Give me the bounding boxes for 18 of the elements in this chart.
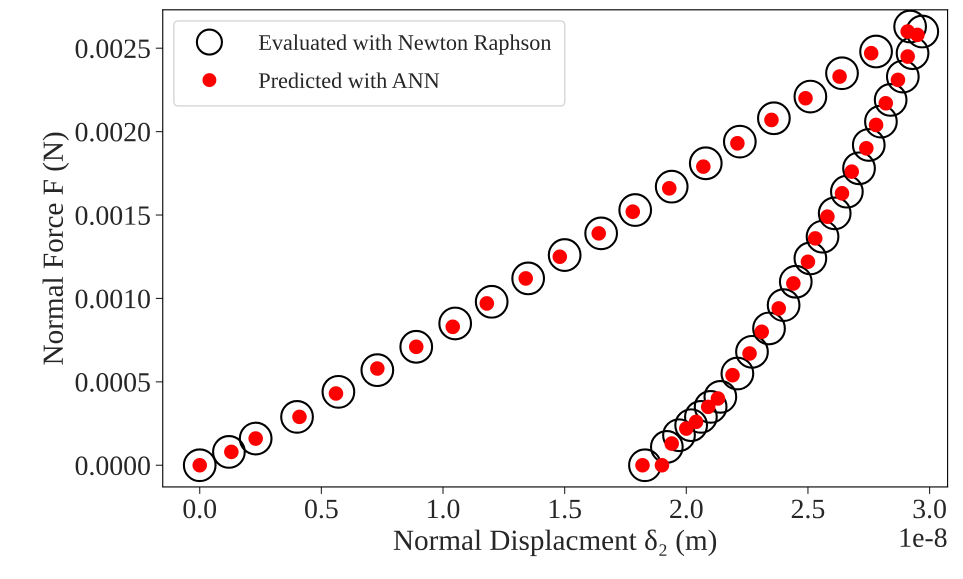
x-tick-label: 0.5 [305,500,338,518]
y-tick-label: 0.0010 [76,290,150,308]
text: 1e-8 [900,528,947,548]
x-tick-label: 1.0 [428,500,460,518]
legend-label: Predicted with ANN [258,72,440,88]
y-tick-label: 0.0025 [76,39,150,58]
x-tick-label: 2.0 [670,500,703,518]
x-tick-label: 0.0 [183,500,216,518]
y-tick-label: 0.0020 [76,122,150,142]
x-tick-label: 2.5 [792,500,824,518]
y-tick-label: 0.0015 [76,206,150,226]
x-tick-label: 3.0 [914,500,946,518]
y-tick-label: 0.0000 [76,456,150,476]
y-tick-label: 0.0005 [76,373,150,392]
x-axis-title: Normal Displacment δ₂ (m) [394,529,716,556]
legend-label: Evaluated with Newton Raphson [258,34,552,55]
y-axis-title: Normal Force F (N) [42,132,69,365]
x-tick-label: 1.5 [550,500,581,518]
